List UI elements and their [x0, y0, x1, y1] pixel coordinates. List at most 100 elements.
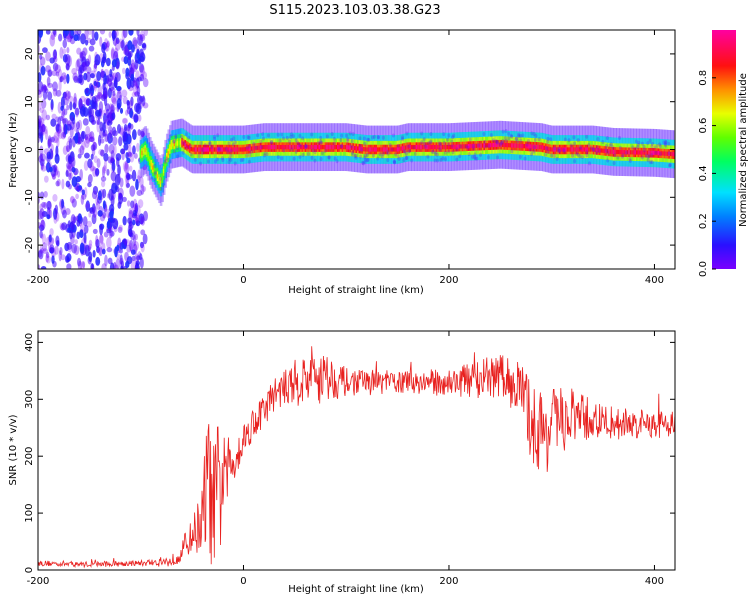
spectrogram-cell: [575, 151, 579, 156]
spectrogram-ridge-cell: [546, 146, 550, 151]
spectrogram-marks: [38, 30, 675, 269]
spectrogram-cell: [646, 158, 650, 163]
spectrogram-cell: [42, 248, 48, 254]
spectrogram-cell: [71, 166, 76, 173]
spectrogram-cell: [663, 142, 667, 147]
spectrogram-ridge-cell: [471, 143, 474, 149]
spectrogram-cell: [381, 135, 385, 140]
spectrogram-ridge-cell: [614, 149, 618, 155]
spectrogram-cell: [95, 94, 101, 102]
spectrogram-cell: [54, 64, 61, 74]
spectrogram-cell: [57, 170, 61, 178]
snr-xlabel: Height of straight line (km): [288, 584, 424, 595]
spectrogram-ridge-cell: [438, 144, 442, 150]
spectrogram-ridge-cell: [583, 147, 587, 152]
spectrogram-cell: [135, 45, 140, 54]
spectrogram-cell: [650, 160, 654, 165]
spectrogram-cell: [654, 150, 658, 155]
spectrogram-cell: [642, 148, 646, 153]
colorbar-tick-label: 0.8: [698, 70, 709, 86]
spectrogram-cell: [270, 139, 274, 144]
spectrogram-cell: [227, 159, 231, 164]
spectrogram-cell: [126, 200, 131, 207]
spectrogram-cell: [479, 152, 483, 157]
spectrogram-cell: [500, 140, 504, 145]
spectrogram-cell: [291, 134, 295, 139]
spectrogram-cell: [319, 157, 323, 162]
spectrogram-cell: [482, 131, 486, 136]
spectrogram-cell: [137, 199, 144, 209]
spectrogram-ridge-cell: [666, 151, 670, 156]
spectrogram-cell: [189, 144, 193, 149]
spectrogram-cell: [60, 131, 67, 140]
spectrogram-ridge-cell: [454, 144, 457, 149]
y-tick-label: 300: [24, 390, 35, 409]
spectrogram-cell: [139, 48, 144, 58]
spectrogram-cell: [123, 46, 129, 57]
spectrogram-cell: [327, 155, 331, 160]
spectrogram-cell: [595, 150, 599, 155]
spectrogram-ridge-cell: [632, 150, 636, 155]
spectrogram-cell: [54, 165, 59, 176]
spectrogram-ridge-cell: [517, 143, 520, 148]
spectrogram-cell: [245, 153, 249, 158]
spectrogram-cell: [85, 88, 89, 94]
spectrogram-cell: [89, 161, 95, 172]
spectrogram-ridge-cell: [235, 147, 238, 152]
spectrogram-ridge-cell: [498, 142, 502, 147]
spectrogram-cell: [88, 251, 93, 263]
spectrogram-cell: [174, 133, 178, 138]
spectrogram-ridge-cell: [256, 145, 260, 150]
spectrogram-cell: [73, 34, 79, 42]
spectrogram-cell: [108, 31, 112, 38]
spectrogram-cell: [42, 85, 48, 92]
spectrogram-cell: [227, 141, 231, 146]
spectrogram-cell: [53, 30, 57, 37]
spectrogram-cell: [526, 139, 530, 144]
spectrogram-cell: [386, 158, 390, 163]
spectrogram-cell: [122, 96, 128, 105]
spectrogram-cell: [62, 118, 67, 124]
spectrogram-cell: [39, 230, 43, 239]
spectrogram-cell: [606, 151, 610, 156]
spectrogram-cell: [100, 149, 105, 157]
spectrogram-ridge-cell: [298, 144, 302, 150]
spectrogram-cell: [229, 157, 233, 162]
spectrogram-ridge-cell: [423, 144, 426, 150]
spectrogram-cell: [81, 140, 86, 151]
spectrogram-ridge-cell: [434, 144, 437, 150]
spectrogram-cell: [345, 133, 349, 138]
spectrogram-ridge-cell: [426, 144, 429, 150]
spectrogram-cell: [363, 157, 367, 162]
spectrogram-cell: [658, 142, 662, 147]
spectrogram-cell: [38, 30, 44, 38]
y-tick-label: 10: [24, 95, 35, 108]
spectrogram-cell: [41, 124, 46, 136]
spectrogram-cell: [85, 71, 91, 83]
spectrogram-cell: [44, 125, 48, 135]
spectrogram-cell: [42, 47, 48, 53]
spectrogram-cell: [458, 154, 462, 159]
spectrogram-cell: [90, 153, 94, 160]
spectrogram-ridge-cell: [612, 149, 616, 155]
spectrogram-cell: [108, 226, 113, 239]
spectrogram-cell: [446, 137, 450, 142]
spectrogram-ridge-cell: [219, 147, 223, 152]
spectrogram-ridge-cell: [474, 143, 477, 149]
spectrogram-axes: -200 0 200 400 -20 -10 0 10 20: [24, 30, 675, 286]
spectrogram-cell: [103, 159, 107, 172]
spectrogram-ridge-cell: [226, 147, 229, 152]
spectrogram-cell: [93, 155, 98, 163]
spectrogram-cell: [597, 149, 601, 154]
colorbar-tick-label: 0.0: [698, 261, 709, 277]
spectrogram-cell: [84, 136, 90, 149]
spectrogram-cell: [634, 146, 638, 151]
spectrogram-cell: [74, 132, 79, 144]
spectrogram-cell: [473, 155, 477, 160]
spectrogram-cell: [153, 177, 157, 182]
spectrogram-ridge-cell: [414, 144, 417, 150]
spectrogram-ridge-cell: [221, 147, 225, 152]
spectrogram-cell: [99, 224, 104, 236]
spectrogram-cell: [363, 141, 367, 146]
spectrogram-cell: [111, 136, 118, 146]
